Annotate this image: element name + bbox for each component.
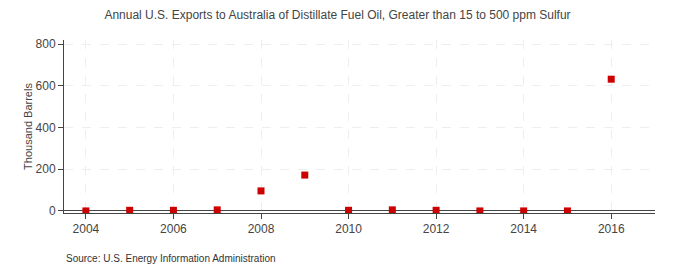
svg-text:2010: 2010 xyxy=(335,222,362,236)
svg-text:2004: 2004 xyxy=(73,222,100,236)
svg-text:2008: 2008 xyxy=(248,222,275,236)
svg-text:2012: 2012 xyxy=(423,222,450,236)
svg-text:400: 400 xyxy=(36,121,56,135)
svg-text:2016: 2016 xyxy=(598,222,625,236)
svg-text:Annual U.S. Exports to Austral: Annual U.S. Exports to Australia of Dist… xyxy=(104,8,570,22)
svg-text:2014: 2014 xyxy=(510,222,537,236)
svg-text:2006: 2006 xyxy=(160,222,187,236)
svg-text:200: 200 xyxy=(36,162,56,176)
svg-text:Thousand Barrels: Thousand Barrels xyxy=(22,83,34,170)
svg-text:Source: U.S. Energy Informatio: Source: U.S. Energy Information Administ… xyxy=(66,253,276,264)
svg-text:0: 0 xyxy=(49,204,56,218)
svg-text:600: 600 xyxy=(36,79,56,93)
svg-text:800: 800 xyxy=(36,37,56,51)
